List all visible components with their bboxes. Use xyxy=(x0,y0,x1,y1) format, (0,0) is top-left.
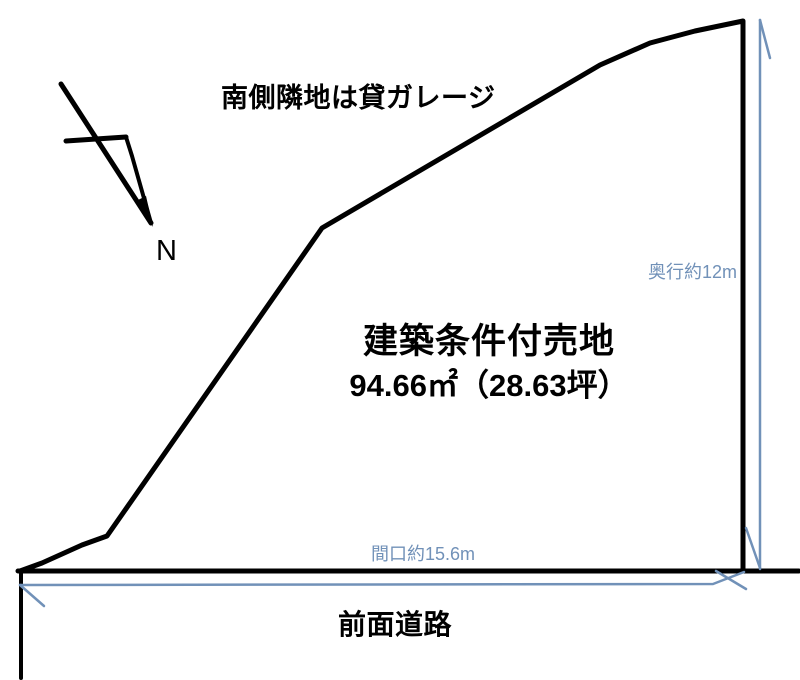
lot-area-value: 94.66㎡（28.63坪） xyxy=(349,368,629,403)
dimension-lines xyxy=(18,18,772,608)
north-arrow-head xyxy=(136,196,153,227)
frontage-dimension-right-barb xyxy=(714,569,748,591)
frontage-dimension-label: 間口約15.6m xyxy=(371,544,476,564)
north-arrow-cross-line xyxy=(63,134,129,144)
north-arrow-main-line xyxy=(58,81,154,226)
frontage-dimension-line xyxy=(18,570,746,587)
depth-dimension-top-barb xyxy=(758,18,772,60)
frontage-dimension-left-barb xyxy=(18,583,46,608)
depth-dimension-label: 奥行約12m xyxy=(647,262,737,282)
south-neighbor-note: 南側隣地は貸ガレージ xyxy=(221,83,496,113)
ink-lines xyxy=(15,18,800,680)
lot-description: 建築条件付売地 94.66㎡（28.63坪） xyxy=(289,324,689,401)
north-indicator-label: N xyxy=(156,235,177,267)
front-road-label: 前面道路 xyxy=(338,609,453,640)
lot-title: 建築条件付売地 xyxy=(362,322,615,361)
depth-dimension-bottom-barb xyxy=(744,526,762,570)
lot-boundary-line xyxy=(17,18,746,574)
